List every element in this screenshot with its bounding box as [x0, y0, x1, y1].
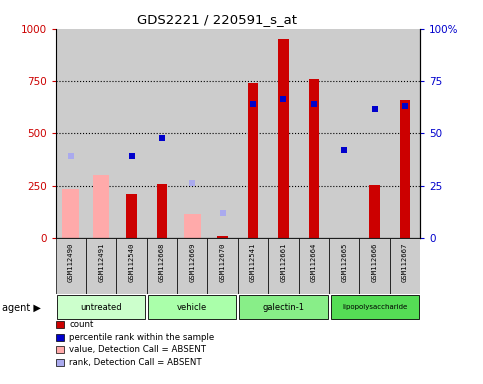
- Text: count: count: [69, 320, 93, 329]
- Bar: [240, 295, 327, 319]
- Bar: [268, 238, 298, 294]
- Text: GSM112490: GSM112490: [68, 243, 74, 282]
- Bar: [86, 29, 116, 238]
- Bar: [93, 175, 110, 238]
- Text: GSM112541: GSM112541: [250, 243, 256, 282]
- Bar: [156, 184, 167, 238]
- Bar: [147, 238, 177, 294]
- Text: GSM112540: GSM112540: [128, 243, 135, 282]
- Bar: [330, 295, 419, 319]
- Bar: [208, 238, 238, 294]
- Bar: [400, 100, 411, 238]
- Bar: [126, 194, 137, 238]
- Bar: [278, 39, 289, 238]
- Bar: [62, 189, 79, 238]
- Bar: [359, 29, 390, 238]
- Bar: [56, 238, 86, 294]
- Bar: [217, 236, 228, 238]
- Text: agent ▶: agent ▶: [2, 303, 41, 313]
- Text: lipopolysaccharide: lipopolysaccharide: [342, 304, 407, 310]
- Bar: [177, 29, 208, 238]
- Bar: [148, 295, 236, 319]
- Bar: [248, 83, 258, 238]
- Text: GSM112667: GSM112667: [402, 243, 408, 282]
- Bar: [298, 238, 329, 294]
- Bar: [177, 238, 208, 294]
- Text: vehicle: vehicle: [177, 303, 207, 312]
- Bar: [359, 238, 390, 294]
- Bar: [184, 214, 200, 238]
- Text: GSM112491: GSM112491: [98, 243, 104, 282]
- Bar: [116, 238, 147, 294]
- Bar: [298, 29, 329, 238]
- Text: GSM112664: GSM112664: [311, 243, 317, 282]
- Text: value, Detection Call = ABSENT: value, Detection Call = ABSENT: [69, 345, 206, 354]
- Bar: [57, 295, 145, 319]
- Bar: [86, 238, 116, 294]
- Bar: [329, 238, 359, 294]
- Text: untreated: untreated: [80, 303, 122, 312]
- Bar: [390, 238, 420, 294]
- Bar: [56, 29, 86, 238]
- Bar: [268, 29, 298, 238]
- Bar: [329, 29, 359, 238]
- Bar: [147, 29, 177, 238]
- Bar: [309, 79, 319, 238]
- Text: rank, Detection Call = ABSENT: rank, Detection Call = ABSENT: [69, 358, 202, 367]
- Text: GSM112670: GSM112670: [220, 243, 226, 282]
- Bar: [369, 185, 380, 238]
- Text: GDS2221 / 220591_s_at: GDS2221 / 220591_s_at: [137, 13, 298, 26]
- Bar: [238, 238, 268, 294]
- Text: GSM112668: GSM112668: [159, 243, 165, 282]
- Bar: [116, 29, 147, 238]
- Text: GSM112669: GSM112669: [189, 243, 195, 282]
- Bar: [238, 29, 268, 238]
- Text: GSM112666: GSM112666: [371, 243, 378, 282]
- Text: percentile rank within the sample: percentile rank within the sample: [69, 333, 214, 342]
- Bar: [208, 29, 238, 238]
- Bar: [390, 29, 420, 238]
- Text: galectin-1: galectin-1: [262, 303, 304, 312]
- Text: GSM112665: GSM112665: [341, 243, 347, 282]
- Text: GSM112661: GSM112661: [281, 243, 286, 282]
